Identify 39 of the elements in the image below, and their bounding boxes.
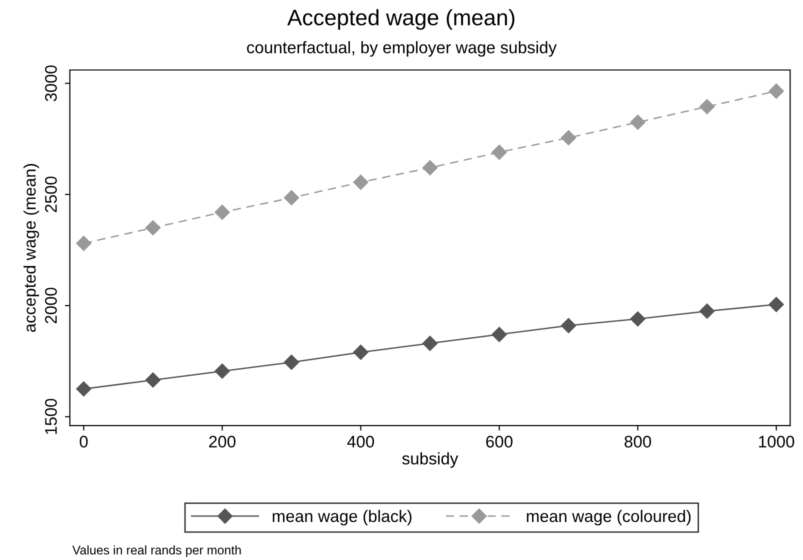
point bbox=[353, 174, 368, 190]
x-tick-label: 800 bbox=[624, 436, 652, 448]
y-tick-label: 2000 bbox=[45, 288, 57, 324]
chart-subtitle: counterfactual, by employer wage subsidy bbox=[247, 41, 557, 57]
y-axis-title: accepted wage (mean) bbox=[24, 164, 40, 332]
x-tick-label: 400 bbox=[347, 436, 374, 448]
point bbox=[560, 130, 576, 146]
point bbox=[768, 296, 784, 312]
legend-label: mean wage (black) bbox=[272, 510, 412, 526]
point bbox=[699, 304, 715, 319]
point bbox=[284, 354, 300, 370]
point bbox=[353, 344, 368, 360]
point bbox=[76, 236, 92, 251]
point bbox=[284, 190, 300, 206]
point bbox=[145, 372, 161, 388]
point bbox=[214, 204, 230, 220]
chart-title: Accepted wage (mean) bbox=[287, 9, 514, 30]
point bbox=[699, 99, 715, 114]
point bbox=[76, 381, 92, 396]
point bbox=[768, 84, 784, 99]
x-tick-label: 1000 bbox=[759, 436, 794, 448]
y-tick-label: 1500 bbox=[45, 398, 57, 434]
x-tick-label: 600 bbox=[486, 436, 513, 448]
y-tick-label: 3000 bbox=[45, 65, 57, 102]
y-tick-label: 2500 bbox=[45, 176, 57, 212]
x-axis-title: subsidy bbox=[402, 452, 458, 468]
point bbox=[492, 326, 507, 342]
point bbox=[492, 144, 507, 160]
point bbox=[630, 114, 646, 130]
point bbox=[630, 311, 646, 326]
x-tick-label: 200 bbox=[209, 436, 236, 448]
point bbox=[422, 336, 438, 351]
point bbox=[214, 364, 230, 379]
x-tick-label: 0 bbox=[80, 436, 88, 448]
text: Values in real rands per month bbox=[72, 545, 241, 557]
legend-label: mean wage (coloured) bbox=[526, 510, 691, 526]
point bbox=[145, 220, 161, 236]
point bbox=[422, 160, 438, 176]
point bbox=[560, 318, 576, 334]
